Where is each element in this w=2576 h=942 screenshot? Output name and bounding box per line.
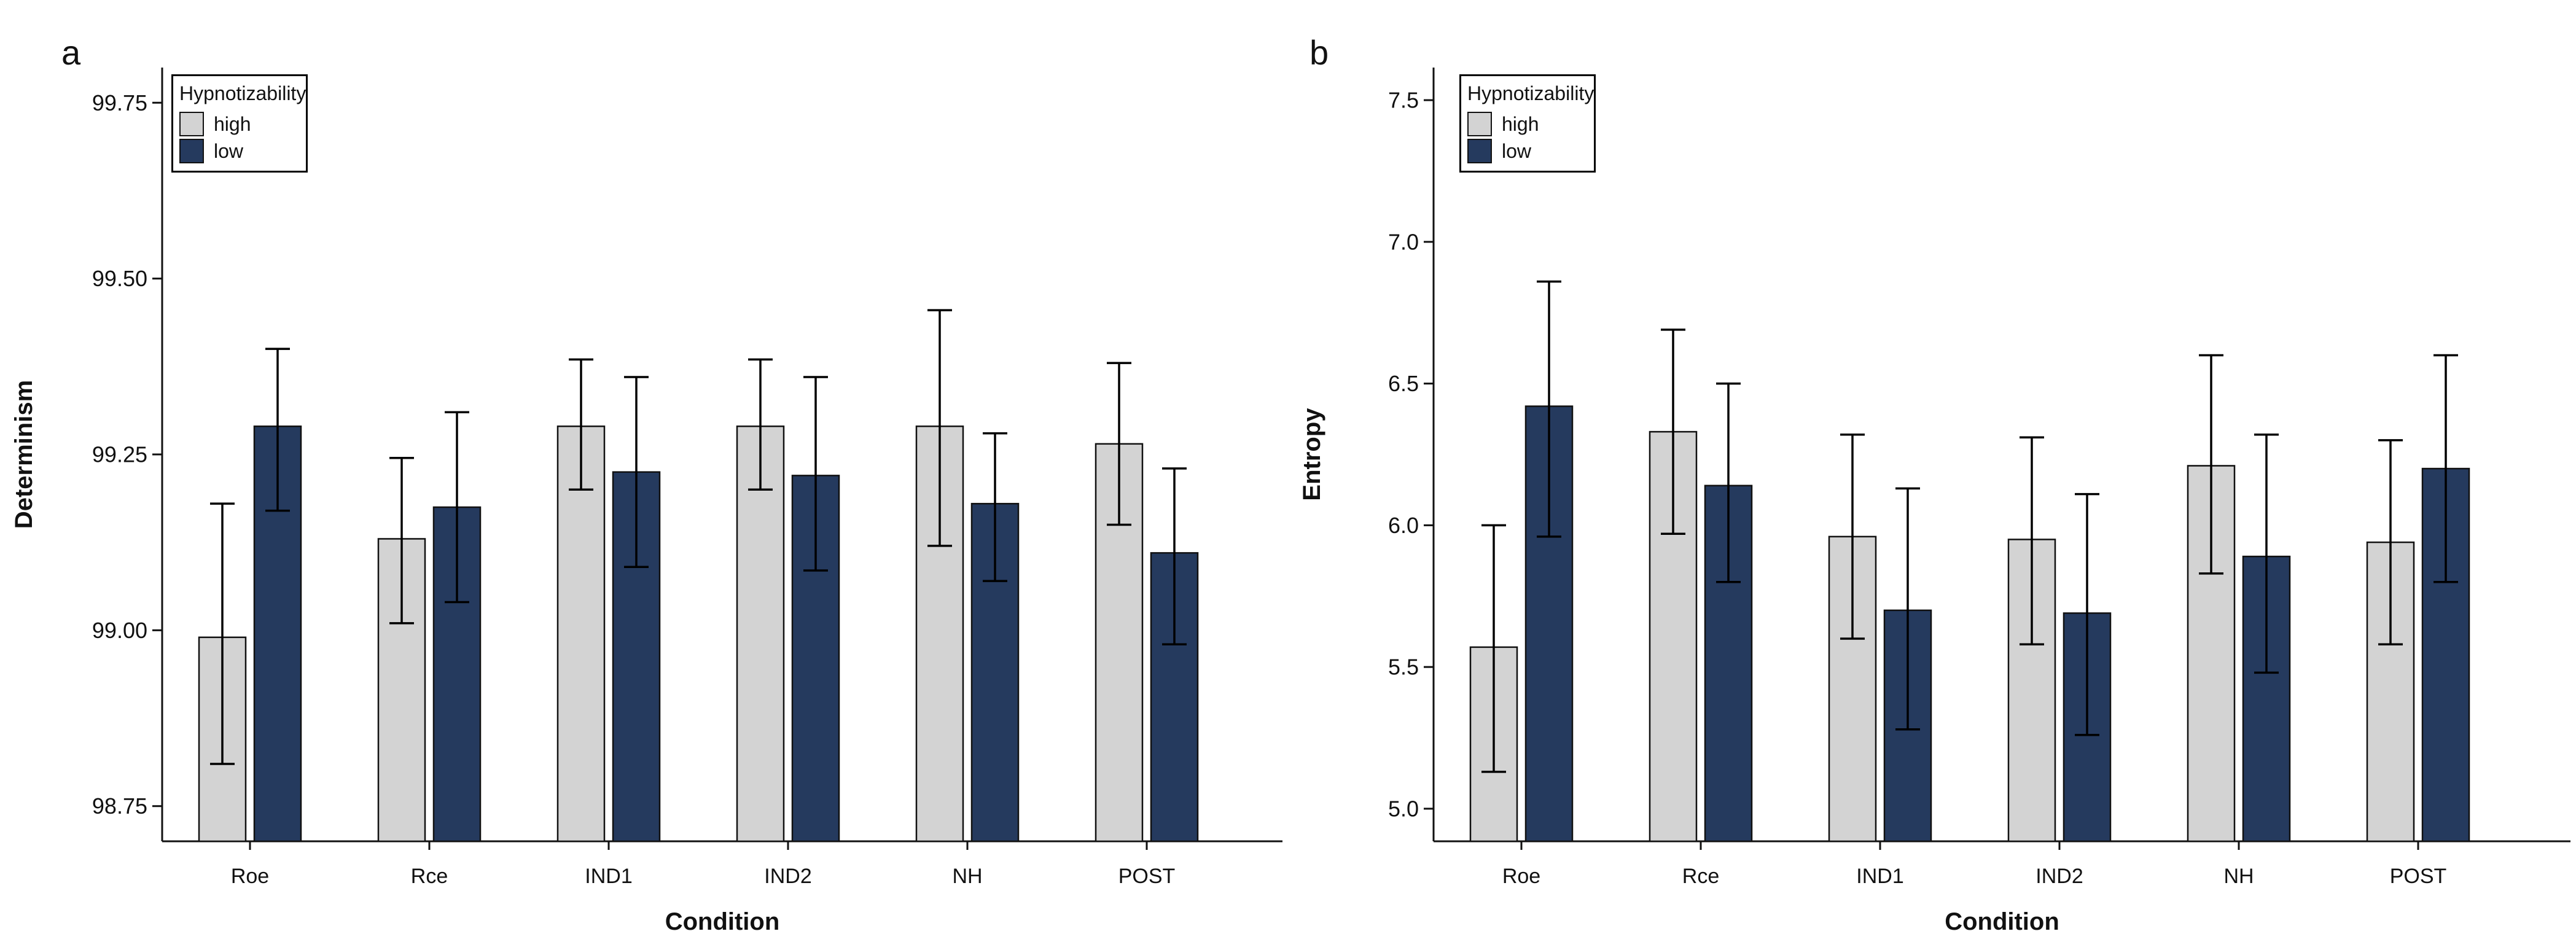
y-axis-title: Determinism <box>10 380 37 529</box>
y-ticks: 5.0 5.5 6.0 6.5 7.0 7.5 <box>1388 88 1434 821</box>
legend-item-high: high <box>1467 111 1589 138</box>
y-tick-label: 99.00 <box>92 618 147 643</box>
x-tick-label-IND1: IND1 <box>585 865 632 888</box>
x-tick-label-IND1: IND1 <box>1856 865 1903 888</box>
y-tick-label: 99.50 <box>92 266 147 291</box>
legend-item-low: low <box>1467 138 1589 165</box>
bar-group-NH-low <box>2242 433 2291 843</box>
y-tick-label: 5.5 <box>1388 655 1419 680</box>
bar-group-IND1-high <box>556 358 606 843</box>
x-tick-label-IND2: IND2 <box>764 865 811 888</box>
panel-b: b 5.0 5.5 6.0 6.5 7.0 7.5 Roe Rce IND1 IND2 NH POST… <box>1288 0 2576 942</box>
x-tick-label-POST: POST <box>1118 865 1176 888</box>
bar-group-IND1-low <box>612 376 661 843</box>
x-tick-label-Rce: Rce <box>1682 865 1719 888</box>
bar-group-IND2-low <box>2063 492 2112 843</box>
bar-group-IND2-high <box>2007 436 2056 843</box>
bar-group-IND1-low <box>1883 487 1932 843</box>
y-tick-label: 98.75 <box>92 793 147 819</box>
y-tick-label: 99.25 <box>92 442 147 467</box>
y-tick-label: 5.0 <box>1388 796 1419 821</box>
bar-group-IND2-high <box>736 358 785 843</box>
x-tick-label-IND2: IND2 <box>2035 865 2083 888</box>
bar-group-Roe-high <box>198 502 247 843</box>
legend-label-low: low <box>1502 139 1532 162</box>
x-axis-title: Condition <box>1945 908 2059 935</box>
y-tick-label: 7.5 <box>1388 88 1419 113</box>
y-tick-label: 6.5 <box>1388 371 1419 396</box>
bar-group-IND2-low <box>791 376 840 843</box>
bar-group-POST-high <box>1095 362 1144 843</box>
legend-title: Hypnotizability <box>1467 82 1594 104</box>
legend-item-high: high <box>179 111 301 138</box>
bar-group-Roe-high <box>1469 524 1518 843</box>
y-ticks: 98.75 99.00 99.25 99.50 99.75 <box>92 90 162 819</box>
y-tick-label: 99.75 <box>92 90 147 115</box>
y-tick-label: 6.0 <box>1388 513 1419 538</box>
legend-label-low: low <box>214 139 244 162</box>
bar-group-Roe-low <box>1524 280 1574 843</box>
y-tick-label: 7.0 <box>1388 229 1419 254</box>
legend-swatch-low <box>179 139 204 163</box>
panel-a: a 98.75 99.00 99.25 99.50 99.75 Roe Rce IND1 IND… <box>10 33 1282 935</box>
bar-group-Rce-high <box>377 456 426 843</box>
legend: Hypnotizability high low <box>1459 74 1596 173</box>
x-tick-label-Roe: Roe <box>231 865 269 888</box>
legend-label-high: high <box>214 112 251 135</box>
x-tick-label-NH: NH <box>952 865 982 888</box>
x-tick-label-Rce: Rce <box>411 865 448 888</box>
bar-group-Rce-low <box>1704 382 1753 843</box>
panel-letter-b: b <box>1309 33 1329 72</box>
bar-group-NH-high <box>915 309 964 843</box>
bar-group-Rce-high <box>1649 329 1698 843</box>
x-tick-label-POST: POST <box>2390 865 2447 888</box>
bar-group-NH-low <box>970 432 1020 843</box>
x-tick-label-Roe: Roe <box>1502 865 1540 888</box>
legend-swatch-high <box>1467 112 1492 136</box>
bar-group-POST-low <box>2421 354 2470 843</box>
x-axis-title: Condition <box>665 908 780 935</box>
bar-group-Rce-low <box>432 411 482 843</box>
y-axis-title: Entropy <box>1298 408 1325 501</box>
bar-group-Roe-low <box>253 348 302 843</box>
bar-group-IND1-high <box>1828 433 1877 843</box>
bar-group-POST-high <box>2366 439 2415 843</box>
bar-group-NH-high <box>2187 354 2236 843</box>
entropy-bar-chart: 5.0 5.5 6.0 6.5 7.0 7.5 Roe Rce IND1 IND2 NH POST Co… <box>1298 68 2570 935</box>
legend-label-high: high <box>1502 112 1539 135</box>
panel-letter-a: a <box>61 33 81 72</box>
legend-title: Hypnotizability <box>179 82 306 104</box>
determinism-bar-chart: 98.75 99.00 99.25 99.50 99.75 Roe Rce IND1 IND2 N… <box>10 68 1282 935</box>
bar-group-POST-low <box>1150 467 1199 843</box>
legend-swatch-high <box>179 112 204 136</box>
legend: Hypnotizability high low <box>171 74 308 173</box>
legend-item-low: low <box>179 138 301 165</box>
bar-Rce-low <box>1704 485 1753 843</box>
legend-swatch-low <box>1467 139 1492 163</box>
x-tick-label-NH: NH <box>2223 865 2254 888</box>
